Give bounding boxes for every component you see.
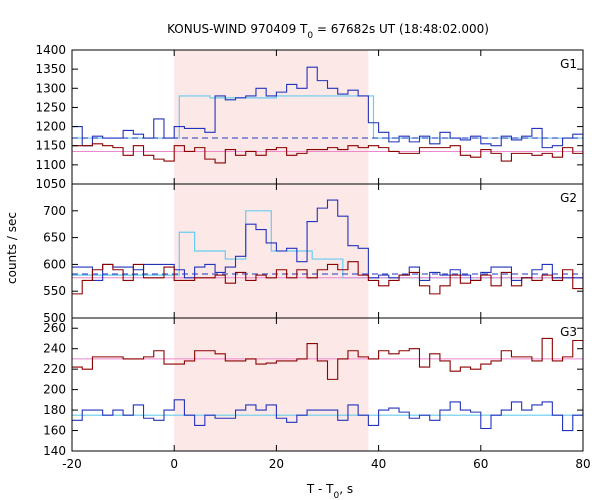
series-red-histogram [72,261,583,295]
x-tick-label: 80 [575,457,590,471]
series-red-histogram [72,143,583,164]
y-tick-label: 1150 [35,139,66,153]
y-tick-label: 1400 [35,43,66,57]
series-blue-histogram [72,66,583,151]
y-tick-label: 1050 [35,177,66,191]
y-tick-label: 700 [43,204,66,218]
panel-g1: 1050 1100 1150 1200 1250 1300 1350 1400 G1 [35,43,584,191]
x-tick-label: 60 [473,457,488,471]
y-axis-label: counts / sec [5,212,19,284]
y-tick-label: 1200 [35,120,66,134]
x-tick-label: 0 [170,457,178,471]
y-tick-label: 550 [43,284,66,298]
panel-frame [71,317,584,452]
y-tick-label: 650 [43,231,66,245]
y-tick-label: 160 [43,424,66,438]
panel-label: G2 [560,191,577,205]
y-tick-label: 1100 [35,158,66,172]
y-tick-label: 500 [43,311,66,325]
panel-g2: 500 550 600 650 700 G2 [43,183,584,325]
panel-data-group [72,337,583,432]
series-red-histogram [72,337,583,380]
y-tick-label: 1300 [35,81,66,95]
y-tick-label: 1350 [35,62,66,76]
chart-title: KONUS-WIND 970409 T0 = 67682s UT (18:48:… [167,22,489,41]
y-tick-label: 600 [43,257,66,271]
x-tick-label: 40 [371,457,386,471]
x-tick-label: -20 [62,457,82,471]
y-tick-label: 1250 [35,100,66,114]
y-tick-label: 200 [43,383,66,397]
series-blue-histogram [72,399,583,432]
y-tick-label: 140 [43,444,66,458]
y-tick-label: 260 [43,321,66,335]
panel-label: G1 [560,57,577,71]
panel-label: G3 [560,325,577,339]
x-axis-label: T - T0, s [306,482,353,500]
panel-g3: 140 160 180 200 220 240 260 G3 [43,317,584,458]
panels: 10501100115012001250130013501400G1500550… [35,43,590,471]
x-tick-label: 20 [269,457,284,471]
y-tick-label: 220 [43,362,66,376]
y-tick-label: 240 [43,342,66,356]
panel-data-group [72,66,583,164]
y-tick-label: 180 [43,403,66,417]
panel-data-group [72,199,583,295]
